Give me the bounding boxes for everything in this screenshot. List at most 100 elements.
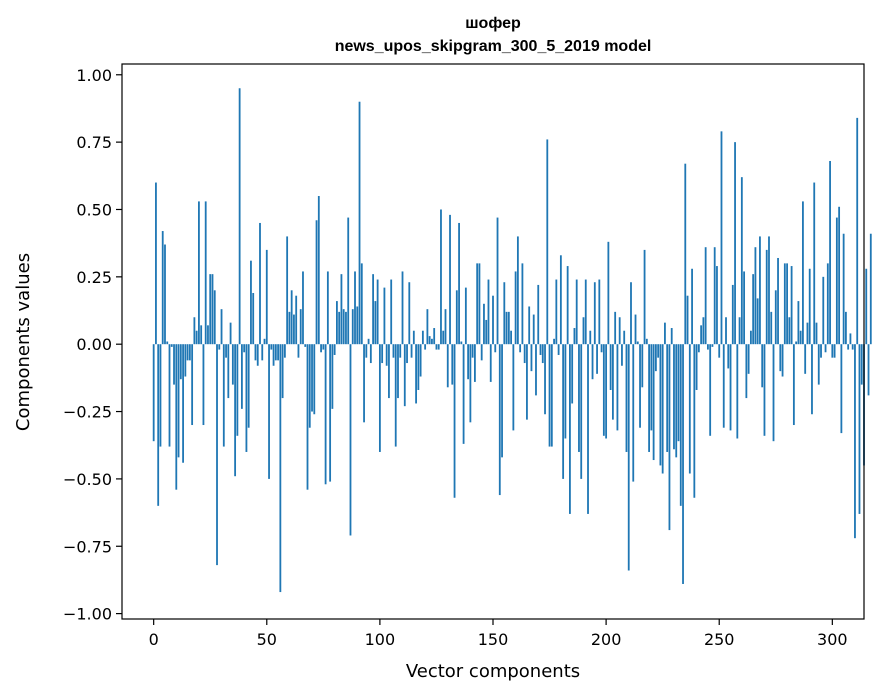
bar <box>691 268 693 345</box>
bar <box>161 231 164 345</box>
bar <box>388 344 390 399</box>
bar <box>360 263 363 345</box>
bar <box>564 344 567 439</box>
bar <box>363 344 365 423</box>
bar <box>544 344 546 415</box>
bar <box>182 344 184 463</box>
bar <box>369 344 372 364</box>
bar <box>645 338 648 345</box>
bar <box>539 344 542 355</box>
bar <box>209 274 212 345</box>
bar <box>317 196 320 345</box>
bar <box>155 182 157 345</box>
bar <box>763 344 766 436</box>
bar <box>231 344 234 385</box>
bar <box>229 322 232 345</box>
y-tick-label: −0.25 <box>63 403 112 422</box>
bar <box>376 279 379 345</box>
bar <box>198 201 200 345</box>
bar <box>175 344 178 490</box>
bar <box>460 341 463 345</box>
x-tick-label: 200 <box>591 630 622 649</box>
y-axis: 1.00 0.75 0.50 0.25 0.00 −0.25 −0.50 −0.75 −1.00 <box>63 66 122 624</box>
y-tick-label: −1.00 <box>63 605 112 624</box>
bar <box>523 344 526 364</box>
bar <box>367 338 370 345</box>
bar <box>410 344 413 358</box>
bar <box>634 314 637 345</box>
bar <box>505 311 508 345</box>
bar <box>507 311 510 345</box>
x-axis-label: Vector components <box>406 661 580 682</box>
bar <box>338 311 341 345</box>
bar <box>811 344 813 415</box>
bar <box>550 344 553 447</box>
bar <box>496 217 499 345</box>
bar <box>740 177 743 345</box>
x-tick-label: 150 <box>478 630 509 649</box>
bar <box>259 222 261 345</box>
bar <box>618 317 621 345</box>
bar <box>806 322 809 345</box>
bar <box>498 344 501 496</box>
bar <box>670 328 673 345</box>
bar <box>693 344 696 498</box>
bar <box>713 247 716 345</box>
bar <box>716 266 718 345</box>
bar <box>168 344 171 447</box>
bar <box>281 344 284 399</box>
bar <box>584 279 587 345</box>
bar <box>743 271 746 345</box>
bar <box>636 341 639 345</box>
bar <box>573 328 576 345</box>
bar <box>675 344 678 458</box>
bar <box>677 344 680 442</box>
bar <box>297 344 300 358</box>
bar <box>804 344 807 374</box>
bar <box>641 344 644 388</box>
y-tick-label: −0.50 <box>63 470 112 489</box>
bar <box>575 279 578 345</box>
bar <box>462 344 465 444</box>
bar <box>492 295 494 345</box>
bar <box>727 344 730 369</box>
bar <box>207 325 209 345</box>
bar <box>211 274 214 345</box>
bar <box>833 344 836 358</box>
bar <box>193 317 196 345</box>
bar <box>559 255 562 345</box>
bar <box>598 279 601 345</box>
bar <box>541 344 544 364</box>
bar <box>815 322 818 345</box>
bar <box>695 344 698 390</box>
bar <box>478 263 481 345</box>
bar <box>790 266 793 345</box>
bar <box>381 344 384 364</box>
bar <box>243 344 246 353</box>
bar <box>781 344 784 377</box>
bar <box>426 309 429 345</box>
bar <box>632 344 635 482</box>
y-tick-label: 0.00 <box>76 335 112 354</box>
bar <box>519 344 522 353</box>
bar <box>403 344 406 407</box>
bar <box>865 268 868 345</box>
bar <box>639 344 641 428</box>
bar <box>485 319 488 345</box>
x-axis: 0 50 100 150 200 250 300 <box>149 619 848 649</box>
bar <box>664 322 666 345</box>
bar <box>347 217 350 345</box>
bar <box>240 344 243 409</box>
bar <box>526 344 528 420</box>
bar <box>295 295 298 345</box>
bar <box>446 344 449 388</box>
bar <box>657 344 660 358</box>
bar <box>802 201 804 345</box>
bar <box>268 344 270 479</box>
bar <box>483 303 485 345</box>
bar <box>666 344 669 452</box>
y-tick-label: 0.75 <box>76 133 112 152</box>
bar <box>419 344 422 377</box>
bar <box>304 344 307 347</box>
bar <box>333 344 336 355</box>
